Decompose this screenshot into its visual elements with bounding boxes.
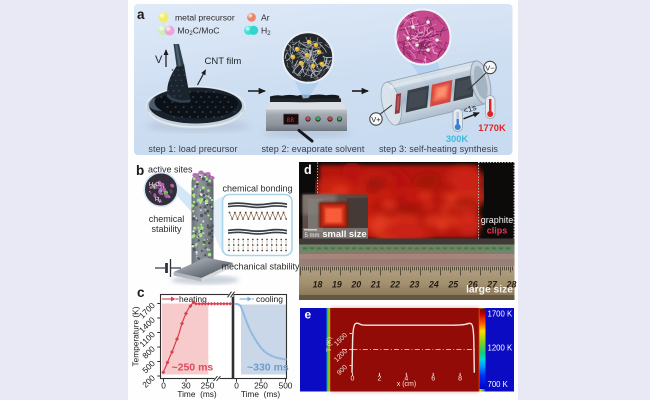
svg-text:24: 24 <box>428 280 439 290</box>
svg-text:metal precursor: metal precursor <box>175 13 235 23</box>
svg-text:step 2: evaporate solvent: step 2: evaporate solvent <box>261 144 364 154</box>
svg-text:5 mm: 5 mm <box>305 233 320 239</box>
svg-text:1770K: 1770K <box>478 123 506 133</box>
svg-text:V+: V+ <box>371 115 381 124</box>
svg-text:700 K: 700 K <box>488 380 509 389</box>
svg-text:active sites: active sites <box>148 165 193 175</box>
svg-text:H2O: H2O <box>149 182 160 188</box>
svg-text:25: 25 <box>447 280 458 290</box>
svg-text:~330 ms: ~330 ms <box>247 362 289 374</box>
svg-text:x (cm): x (cm) <box>397 381 416 388</box>
svg-text:small size: small size <box>322 228 366 239</box>
svg-text:500: 500 <box>279 381 293 391</box>
svg-text:stability: stability <box>151 224 182 234</box>
svg-text:18: 18 <box>313 280 323 290</box>
svg-text:H2: H2 <box>155 197 162 203</box>
svg-text:V: V <box>155 54 163 66</box>
svg-text:step 3: self-heating synthesis: step 3: self-heating synthesis <box>379 144 498 154</box>
svg-text:26: 26 <box>467 280 478 290</box>
svg-text:e: e <box>305 308 312 322</box>
svg-text:21: 21 <box>370 280 381 290</box>
svg-text:0: 0 <box>351 376 355 383</box>
svg-text:19: 19 <box>332 280 342 290</box>
svg-text:28: 28 <box>506 280 517 290</box>
svg-text:1700 K: 1700 K <box>488 310 514 319</box>
svg-text:cooling: cooling <box>256 294 283 304</box>
svg-text:88: 88 <box>287 117 295 124</box>
svg-text:chemical bonding: chemical bonding <box>222 184 292 194</box>
svg-text:250: 250 <box>201 381 215 391</box>
svg-text:~250 ms: ~250 ms <box>172 362 214 374</box>
svg-text:23: 23 <box>409 280 420 290</box>
svg-text:Mo2C/MoC: Mo2C/MoC <box>177 25 219 37</box>
svg-text:b: b <box>136 163 144 178</box>
svg-text:Ar: Ar <box>261 13 270 23</box>
svg-text:4: 4 <box>404 376 408 383</box>
svg-text:8: 8 <box>458 376 462 383</box>
svg-text:c: c <box>137 285 145 300</box>
svg-text:250: 250 <box>254 381 268 391</box>
svg-text:0: 0 <box>234 381 239 391</box>
svg-text:1200 K: 1200 K <box>488 344 514 353</box>
svg-text:20: 20 <box>350 280 361 290</box>
svg-text:graphite: graphite <box>481 215 514 225</box>
svg-text:30: 30 <box>181 381 191 391</box>
svg-text:large size: large size <box>466 285 513 296</box>
svg-text:2: 2 <box>377 376 381 383</box>
svg-text:mechanical stability: mechanical stability <box>221 262 300 272</box>
svg-text:22: 22 <box>389 280 400 290</box>
svg-text:V−: V− <box>485 63 495 72</box>
svg-text:27: 27 <box>486 280 498 290</box>
svg-text:0: 0 <box>161 381 166 391</box>
svg-text:Time (ms): Time (ms) <box>241 389 281 399</box>
svg-text:Temperature (K): Temperature (K) <box>131 306 141 366</box>
svg-text:6: 6 <box>431 376 435 383</box>
svg-text:H2: H2 <box>261 25 271 37</box>
svg-text:a: a <box>137 7 145 22</box>
svg-text:300K: 300K <box>446 134 469 144</box>
svg-text:chemical: chemical <box>149 214 185 224</box>
svg-text:T (K): T (K) <box>326 337 333 352</box>
svg-text:step 1: load precursor: step 1: load precursor <box>148 144 237 154</box>
svg-text:clips: clips <box>487 226 508 236</box>
svg-text:heating: heating <box>179 294 207 304</box>
svg-text:Time (ms): Time (ms) <box>177 389 217 399</box>
svg-text:CNT film: CNT film <box>205 56 242 67</box>
svg-text:d: d <box>304 163 312 177</box>
